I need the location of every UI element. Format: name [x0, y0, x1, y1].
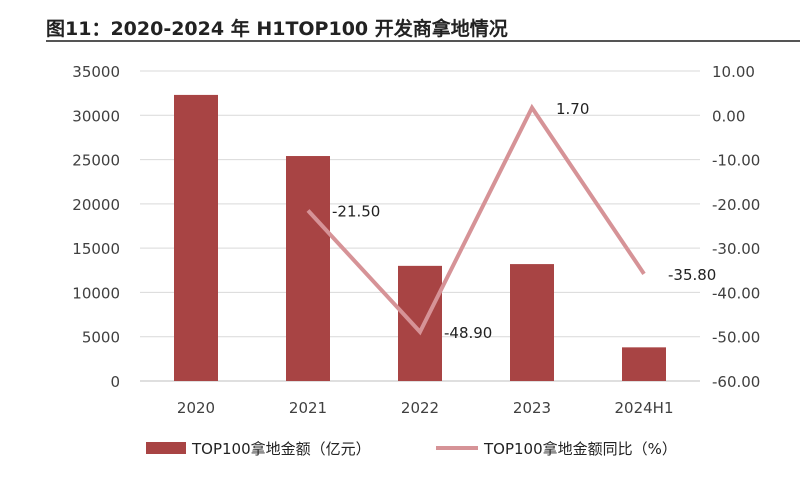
y-right-tick-label: -30.00: [712, 240, 760, 258]
y-left-tick-label: 30000: [72, 107, 120, 125]
line-data-label: 1.70: [556, 100, 589, 118]
x-tick-label: 2024H1: [615, 399, 674, 417]
x-tick-label: 2020: [177, 399, 215, 417]
line-data-label: -48.90: [444, 324, 492, 342]
y-right-tick-label: -50.00: [712, 329, 760, 347]
legend-swatch-bar: [146, 442, 186, 454]
line-data-label: -21.50: [332, 203, 380, 221]
y-right-tick-label: 10.00: [712, 63, 755, 81]
y-left-tick-label: 15000: [72, 240, 120, 258]
legend-label-line: TOP100拿地金额同比（%）: [483, 440, 677, 458]
bar: [622, 347, 666, 381]
y-left-tick-label: 0: [110, 373, 120, 391]
x-tick-label: 2023: [513, 399, 551, 417]
x-tick-label: 2021: [289, 399, 327, 417]
title-underline: [46, 40, 800, 42]
y-left-tick-label: 20000: [72, 196, 120, 214]
y-right-tick-label: -10.00: [712, 152, 760, 170]
bar: [286, 156, 330, 381]
y-right-tick-label: -40.00: [712, 284, 760, 302]
y-right-tick-label: -60.00: [712, 373, 760, 391]
legend-label-bar: TOP100拿地金额（亿元）: [191, 440, 371, 458]
x-tick-label: 2022: [401, 399, 439, 417]
line-data-label: -35.80: [668, 266, 716, 284]
bar: [398, 265, 442, 381]
y-left-tick-label: 25000: [72, 152, 120, 170]
bar: [174, 94, 218, 382]
y-right-tick-label: -20.00: [712, 196, 760, 214]
yoy-line: [306, 103, 646, 336]
y-right-tick-label: 0.00: [712, 107, 745, 125]
y-left-tick-label: 5000: [82, 329, 120, 347]
bar: [510, 264, 554, 381]
y-left-tick-label: 10000: [72, 284, 120, 302]
y-left-tick-label: 35000: [72, 63, 120, 81]
chart-title: 图11：2020-2024 年 H1TOP100 开发商拿地情况: [46, 18, 508, 40]
